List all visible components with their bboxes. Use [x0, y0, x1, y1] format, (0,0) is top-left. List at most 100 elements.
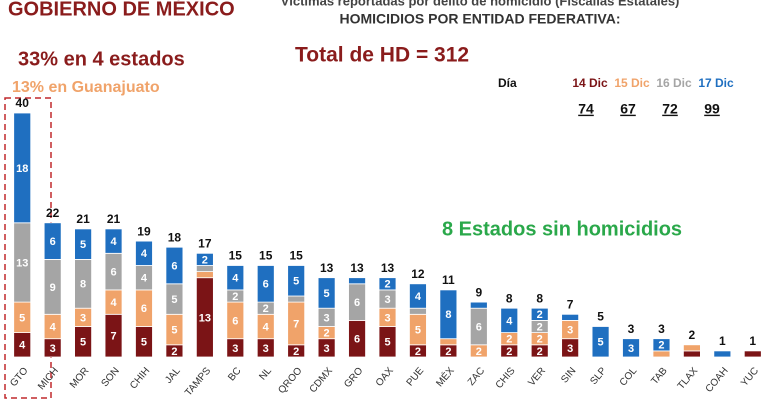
bar-segment — [713, 350, 732, 358]
bar-segment — [439, 338, 458, 346]
total-label: 9 — [475, 285, 482, 299]
segment-label: 4 — [232, 273, 239, 285]
bar-segment — [622, 338, 640, 358]
total-label: 13 — [350, 261, 364, 275]
segment-label: 7 — [293, 318, 299, 330]
segment-label: 2 — [537, 309, 543, 321]
segment-label: 2 — [171, 346, 177, 358]
segment-label: 3 — [567, 324, 573, 336]
bar-segment — [287, 265, 306, 297]
legend-label: 16 Dic — [656, 76, 692, 90]
segment-label: 5 — [598, 337, 604, 349]
segment-label: 18 — [16, 163, 28, 175]
bar-segment — [226, 265, 245, 291]
total-label: 19 — [137, 224, 151, 238]
legend-label: 17 Dic — [698, 76, 734, 90]
segment-label: 2 — [202, 254, 208, 266]
total-label: 7 — [567, 297, 574, 311]
segment-label: 7 — [110, 331, 116, 343]
total-label: 2 — [689, 328, 696, 342]
segment-label: 13 — [199, 312, 211, 324]
segment-label: 2 — [506, 346, 512, 358]
segment-label: 5 — [293, 276, 299, 288]
bar-segment — [652, 338, 671, 352]
total-label: 22 — [46, 206, 60, 220]
annotation: Total de HD = 312 — [295, 44, 469, 67]
segment-label: 2 — [445, 346, 451, 358]
total-label: 1 — [749, 334, 756, 348]
bar-segment — [256, 265, 275, 303]
total-label: 21 — [76, 212, 90, 226]
segment-label: 5 — [384, 337, 390, 349]
segment-label: 4 — [50, 321, 57, 333]
total-label: 3 — [658, 322, 665, 336]
bar-segment — [43, 222, 62, 260]
total-label: 13 — [320, 261, 334, 275]
bar-segment — [104, 228, 123, 254]
segment-label: 5 — [80, 337, 86, 349]
bar-segment — [530, 307, 549, 321]
legend-label: 15 Dic — [614, 76, 650, 90]
annotation: 8 Estados sin homicidios — [442, 218, 682, 240]
segment-label: 3 — [232, 343, 238, 355]
segment-label: 6 — [476, 321, 482, 333]
segment-label: 2 — [537, 346, 543, 358]
bar-segment — [378, 277, 397, 291]
bar-segment — [195, 252, 214, 266]
total-label: 1 — [719, 334, 726, 348]
segment-label: 2 — [415, 346, 421, 358]
segment-label: 6 — [171, 260, 177, 272]
segment-label: 2 — [537, 334, 543, 346]
total-label: 18 — [168, 230, 182, 244]
bar-segment — [652, 350, 671, 358]
segment-label: 6 — [141, 303, 147, 315]
total-label: 11 — [442, 273, 455, 287]
bar-segment — [469, 301, 488, 309]
segment-label: 2 — [476, 346, 482, 358]
segment-label: 5 — [19, 312, 25, 324]
segment-label: 2 — [324, 328, 330, 340]
segment-label: 4 — [263, 321, 270, 333]
segment-label: 2 — [506, 334, 512, 346]
segment-label: 2 — [232, 291, 238, 303]
segment-label: 6 — [110, 267, 116, 279]
bar-segment — [317, 277, 336, 309]
segment-label: 2 — [537, 321, 543, 333]
segment-label: 4 — [141, 248, 148, 260]
bar-segment — [165, 246, 184, 285]
total-label: 15 — [259, 249, 273, 263]
total-label: 13 — [381, 261, 395, 275]
logo: GOBIERNO DE MÉXICO — [8, 0, 235, 20]
segment-label: 6 — [354, 334, 360, 346]
segment-label: 9 — [50, 282, 56, 294]
total-label: 15 — [290, 249, 304, 263]
legend-total: 67 — [620, 101, 636, 117]
segment-label: 5 — [415, 324, 421, 336]
total-label: 15 — [229, 249, 243, 263]
bar-segment — [195, 271, 214, 279]
total-label: 8 — [536, 291, 543, 305]
bar-segment — [409, 307, 427, 315]
segment-label: 3 — [50, 343, 56, 355]
segment-label: 3 — [628, 343, 634, 355]
segment-label: 3 — [384, 294, 390, 306]
segment-label: 3 — [263, 343, 269, 355]
segment-label: 5 — [324, 288, 330, 300]
segment-label: 5 — [141, 337, 147, 349]
segment-label: 2 — [263, 303, 269, 315]
segment-label: 8 — [80, 279, 86, 291]
bar-segment — [135, 240, 153, 266]
segment-label: 4 — [506, 315, 513, 327]
bar-segment — [348, 277, 366, 285]
total-label: 17 — [198, 236, 212, 250]
segment-label: 3 — [324, 343, 330, 355]
segment-label: 5 — [171, 324, 177, 336]
segment-label: 4 — [19, 340, 26, 352]
bar-segment — [195, 265, 214, 272]
segment-label: 4 — [110, 236, 117, 248]
total-label: 3 — [628, 322, 635, 336]
segment-label: 8 — [445, 309, 451, 321]
segment-label: 6 — [50, 236, 56, 248]
title: Víctimas reportadas por delito de homici… — [281, 0, 680, 8]
